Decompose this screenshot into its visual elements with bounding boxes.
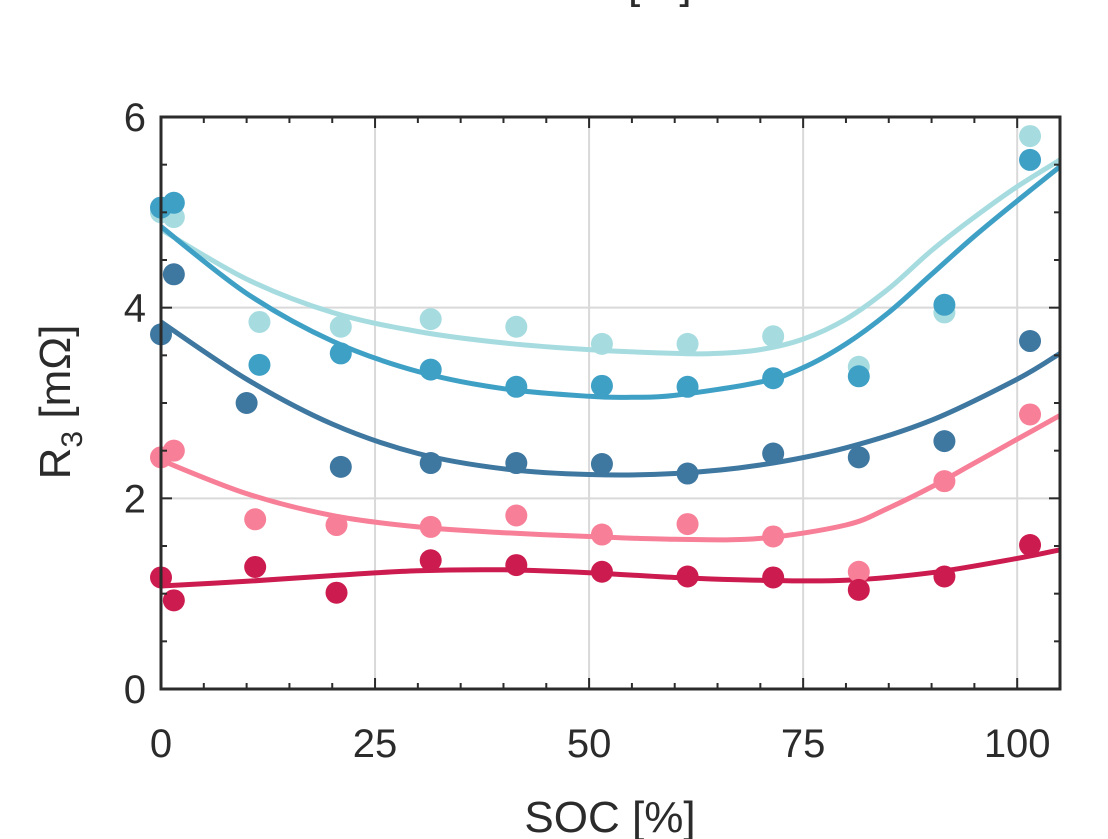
data-point-series-3 <box>933 430 956 453</box>
fit-curve-5 <box>161 547 1060 589</box>
data-point-series-2 <box>590 374 613 397</box>
data-point-series-1 <box>590 332 613 355</box>
fit-curve-1 <box>161 157 1060 357</box>
fit-curve-4 <box>161 412 1060 543</box>
axis-ticks <box>160 116 1061 690</box>
data-point-series-3 <box>419 452 442 475</box>
data-point-series-5 <box>676 565 699 588</box>
data-point-series-2 <box>248 353 271 376</box>
data-point-series-2 <box>419 358 442 381</box>
data-point-series-1 <box>248 310 271 333</box>
y-tick-label: 0 <box>124 668 146 712</box>
data-point-series-4 <box>933 470 956 493</box>
data-point-series-3 <box>162 263 185 286</box>
y-axis-title-unit: [mΩ] <box>31 325 80 431</box>
tick-labels: 0 25 50 75 100 0 2 4 6 <box>124 96 1051 766</box>
data-point-series-5 <box>1019 534 1042 557</box>
data-point-series-5 <box>590 560 613 583</box>
data-point-series-4 <box>325 514 348 537</box>
y-axis-title: R3 [mΩ] <box>31 325 89 480</box>
data-point-series-5 <box>847 578 870 601</box>
y-tick-label: 2 <box>124 477 146 521</box>
grid-lines <box>161 117 1060 689</box>
data-point-series-4 <box>162 439 185 462</box>
data-point-series-1 <box>419 308 442 331</box>
data-point-series-2 <box>329 342 352 365</box>
data-point-series-1 <box>505 315 528 338</box>
x-tick-label: 50 <box>567 722 612 766</box>
fit-curve-3 <box>161 319 1060 478</box>
data-point-series-4 <box>847 560 870 583</box>
data-point-series-4 <box>1019 403 1042 426</box>
y-tick-label: 4 <box>124 287 146 331</box>
data-point-series-4 <box>762 525 785 548</box>
data-point-series-5 <box>244 555 267 578</box>
x-tick-label: 0 <box>150 722 172 766</box>
y-axis-title-subscript: 3 <box>56 431 89 448</box>
fit-curves <box>161 157 1060 589</box>
data-point-series-2 <box>676 375 699 398</box>
fit-curve-2 <box>161 164 1060 400</box>
data-point-series-3 <box>235 392 258 414</box>
data-point-series-3 <box>590 453 613 476</box>
data-point-series-3 <box>1019 330 1042 353</box>
data-point-series-2 <box>762 367 785 390</box>
data-point-series-3 <box>505 452 528 475</box>
data-point-series-5 <box>505 554 528 577</box>
data-point-series-3 <box>329 455 352 478</box>
x-axis-title: SOC [%] <box>524 793 695 839</box>
data-points <box>150 125 1042 612</box>
data-point-series-1 <box>762 325 785 348</box>
plot-frame <box>159 115 1062 691</box>
data-point-series-4 <box>676 513 699 536</box>
data-point-series-5 <box>762 566 785 589</box>
data-point-series-4 <box>505 504 528 527</box>
data-point-series-2 <box>162 191 185 214</box>
data-point-series-5 <box>162 589 185 612</box>
x-tick-label: 75 <box>781 722 826 766</box>
data-point-series-1 <box>329 315 352 338</box>
data-point-series-1 <box>676 332 699 355</box>
data-point-series-4 <box>419 515 442 538</box>
data-point-series-2 <box>1019 148 1042 171</box>
data-point-series-4 <box>590 523 613 546</box>
data-point-series-3 <box>676 462 699 485</box>
top-cut-axis-title: SOC [%] <box>520 0 691 8</box>
y-tick-label: 6 <box>124 96 146 140</box>
data-point-series-5 <box>419 549 442 572</box>
data-point-series-2 <box>933 293 956 316</box>
data-point-series-3 <box>762 442 785 465</box>
data-point-series-2 <box>847 365 870 388</box>
data-point-series-5 <box>933 565 956 588</box>
data-point-series-1 <box>1019 125 1042 148</box>
data-point-series-2 <box>505 375 528 398</box>
x-tick-label: 25 <box>353 722 398 766</box>
x-tick-label: 100 <box>984 722 1051 766</box>
data-point-series-4 <box>244 508 267 531</box>
y-axis-title-main: R <box>31 448 80 480</box>
data-point-series-3 <box>847 446 870 469</box>
data-point-series-5 <box>325 581 348 604</box>
